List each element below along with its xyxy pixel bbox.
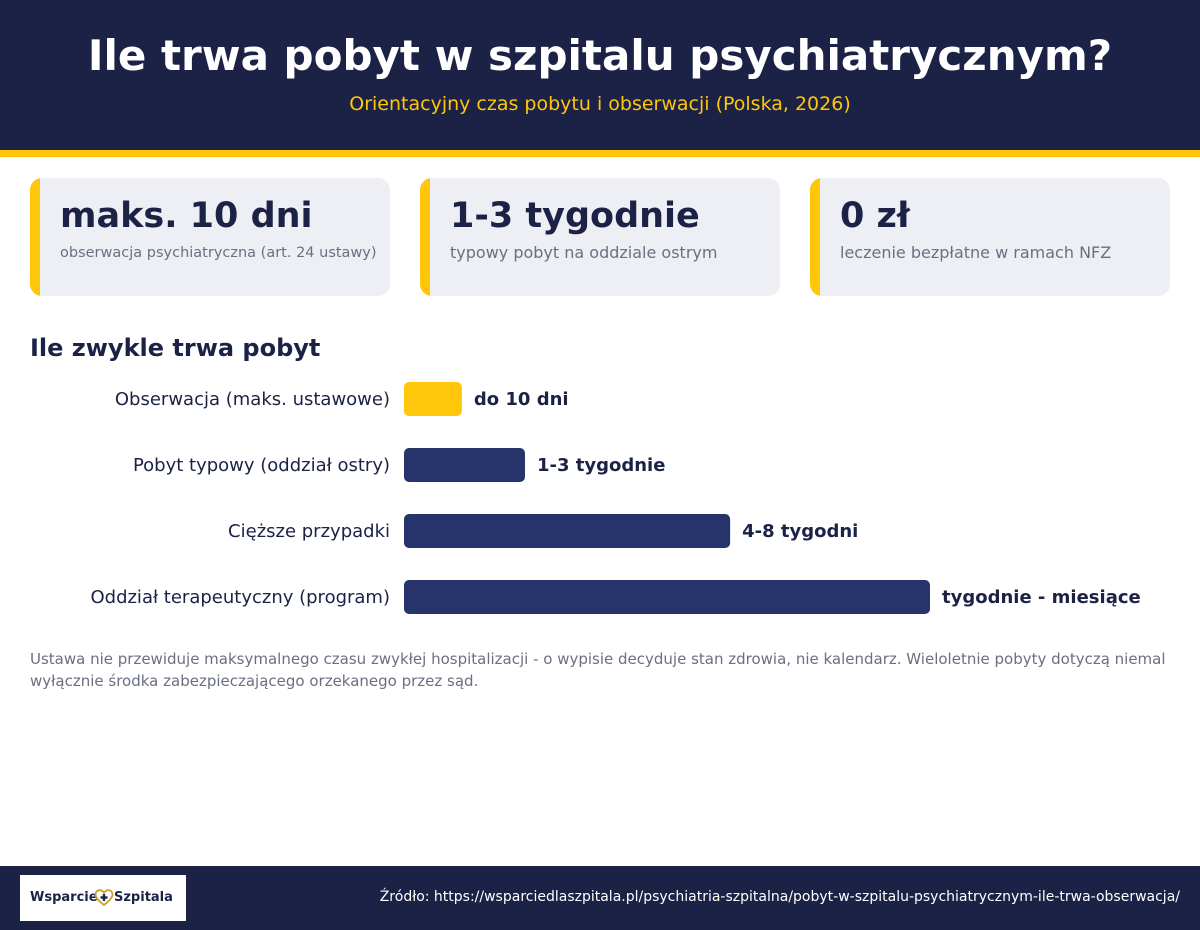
card-accent-bar <box>30 178 40 296</box>
card-label: leczenie bezpłatne w ramach NFZ <box>840 243 1112 262</box>
page-title: Ile trwa pobyt w szpitalu psychiatryczny… <box>87 31 1113 80</box>
footnote: Ustawa nie przewiduje maksymalnego czasu… <box>30 650 1166 690</box>
stat-card-observation: maks. 10 dni obserwacja psychiatryczna (… <box>30 178 390 296</box>
card-accent-bar <box>810 178 820 296</box>
bar-value-label: do 10 dni <box>474 389 569 410</box>
category-label: Cięższe przypadki <box>228 521 390 542</box>
card-accent-bar <box>420 178 430 296</box>
bar <box>404 448 525 482</box>
card-label: obserwacja psychiatryczna (art. 24 ustaw… <box>60 245 377 261</box>
logo[interactable]: Wsparcie Szpitala <box>20 875 186 921</box>
category-label: Pobyt typowy (oddział ostry) <box>133 455 390 476</box>
source-link[interactable]: Źródło: https://wsparciedlaszpitala.pl/p… <box>379 889 1180 905</box>
card-label: typowy pobyt na oddziale ostrym <box>450 243 718 262</box>
bar-value-label: 1-3 tygodnie <box>537 455 665 476</box>
bar-value-label: tygodnie - miesiące <box>942 587 1141 608</box>
bar <box>404 382 462 416</box>
section-title: Ile zwykle trwa pobyt <box>30 334 321 362</box>
logo-text-left: Wsparcie <box>30 890 98 905</box>
bar-value-label: 4-8 tygodni <box>742 521 858 542</box>
stat-card-cost: 0 zł leczenie bezpłatne w ramach NFZ <box>810 178 1170 296</box>
card-value: 1-3 tygodnie <box>450 196 700 236</box>
card-value: 0 zł <box>840 196 910 236</box>
category-label: Obserwacja (maks. ustawowe) <box>115 389 390 410</box>
bar <box>404 580 930 614</box>
heart-plus-icon <box>94 889 114 907</box>
stat-card-typical-stay: 1-3 tygodnie typowy pobyt na oddziale os… <box>420 178 780 296</box>
page-subtitle: Orientacyjny czas pobytu i obserwacji (P… <box>349 93 851 115</box>
header-accent-stripe <box>0 150 1200 157</box>
logo-text-right: Szpitala <box>114 890 173 905</box>
duration-bar-chart: Obserwacja (maks. ustawowe) do 10 dni Poby… <box>0 360 1200 630</box>
footer: Wsparcie Szpitala Źródło: https://wsparc… <box>0 866 1200 930</box>
header: Ile trwa pobyt w szpitalu psychiatryczny… <box>0 0 1200 150</box>
card-value: maks. 10 dni <box>60 196 313 236</box>
category-label: Oddział terapeutyczny (program) <box>90 587 390 608</box>
bar <box>404 514 731 548</box>
chart-svg: Obserwacja (maks. ustawowe) do 10 dni Poby… <box>90 382 1141 614</box>
